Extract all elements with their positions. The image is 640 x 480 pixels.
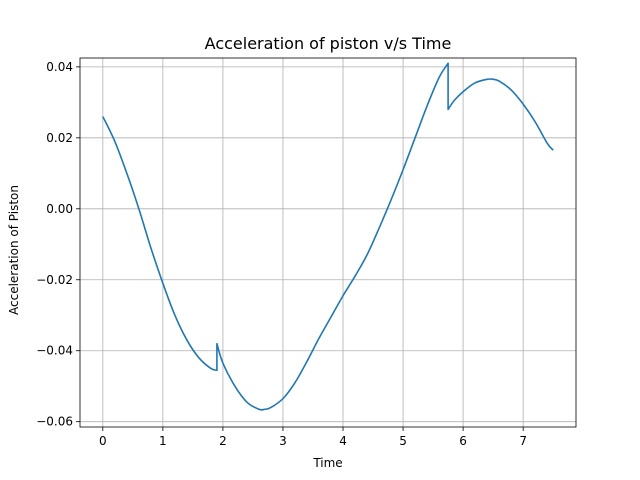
chart-title: Acceleration of piston v/s Time <box>205 34 452 53</box>
y-tick-label: −0.04 <box>36 344 73 358</box>
y-axis-label: Acceleration of Piston <box>7 185 21 315</box>
x-tick-label: 2 <box>219 434 227 448</box>
x-tick-label: 7 <box>519 434 527 448</box>
x-axis-label: Time <box>312 456 342 470</box>
y-tick-label: 0.04 <box>46 60 73 74</box>
x-tick-label: 4 <box>339 434 347 448</box>
x-tick-label: 6 <box>459 434 467 448</box>
plot-frame <box>79 57 577 428</box>
series-layer <box>102 62 554 411</box>
x-tick-label: 1 <box>159 434 167 448</box>
y-tick-label: −0.06 <box>36 415 73 429</box>
x-tick-label: 5 <box>399 434 407 448</box>
grid <box>80 58 576 427</box>
series-line <box>102 62 554 411</box>
y-tick-label: 0.02 <box>46 131 73 145</box>
ticks: 0 1 2 3 4 5 6 7 −0.06 −0.04 −0.02 0.00 0.02 0.04 <box>36 60 527 448</box>
y-tick-label: −0.02 <box>36 273 73 287</box>
x-tick-label: 0 <box>99 434 107 448</box>
y-tick-label: 0.00 <box>46 202 73 216</box>
x-tick-label: 3 <box>279 434 287 448</box>
